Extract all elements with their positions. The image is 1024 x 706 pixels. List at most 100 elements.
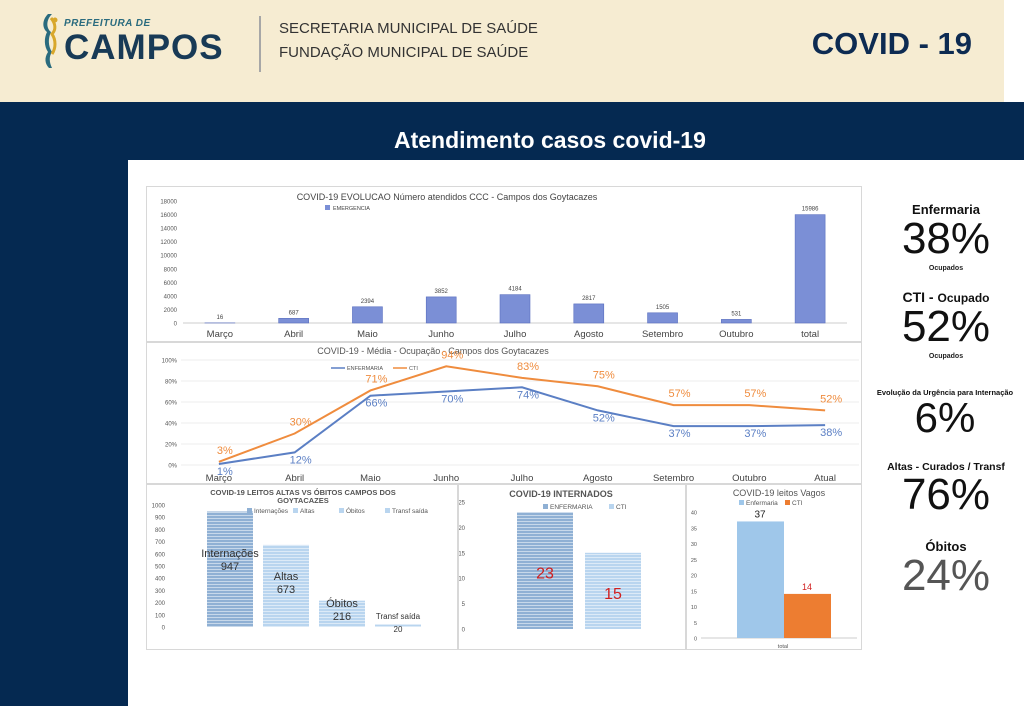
ocupacao-chart: COVID-19 - Média - Ocupação - Campos dos… xyxy=(146,342,862,484)
leitos-vagos-chart: COVID-19 leitos Vagos 0 5 10 15 20 25 30 35 40 37 E… xyxy=(686,484,862,650)
bar xyxy=(647,312,678,324)
legend-swatch xyxy=(785,500,790,505)
leitos-vagos-chart-svg: COVID-19 leitos Vagos 0 5 10 15 20 25 30 35 40 37 E… xyxy=(691,488,857,650)
x-tick-label: Atual xyxy=(814,473,836,484)
secretaria-line: SECRETARIA MUNICIPAL DE SAÚDE xyxy=(279,20,538,37)
bar-value-label: 216 xyxy=(333,611,351,623)
stat-cti-label-suffix: Ocupado xyxy=(937,291,990,305)
legend-swatch xyxy=(325,205,330,210)
y-axis-tick: 300 xyxy=(155,589,166,595)
bar xyxy=(207,511,253,627)
bar xyxy=(573,303,605,324)
bar-value-label: 2394 xyxy=(361,299,375,305)
y-axis-tick: 30 xyxy=(691,542,697,548)
data-label: 71% xyxy=(365,373,387,385)
y-axis-tick: 2000 xyxy=(164,308,178,314)
fundacao-line: FUNDAÇÃO MUNICIPAL DE SAÚDE xyxy=(279,44,529,61)
bar xyxy=(375,624,421,627)
stat-obitos: Óbitos 24% xyxy=(868,539,1024,598)
section-title: Atendimento casos covid-19 xyxy=(394,127,706,153)
data-label: 52% xyxy=(820,393,842,405)
bar xyxy=(278,318,309,324)
y-axis-tick: 700 xyxy=(155,540,166,546)
y-axis-tick: 800 xyxy=(155,528,166,534)
bar-value-label: 15986 xyxy=(802,207,819,213)
y-axis-tick: 20 xyxy=(459,526,466,532)
logo-name: CAMPOS xyxy=(64,28,224,67)
bar-category-label: Óbitos xyxy=(326,597,358,610)
y-axis-tick: 0 xyxy=(462,628,466,634)
legend-label: EMERGENCIA xyxy=(333,206,370,212)
y-axis-tick: 15 xyxy=(459,551,466,557)
y-axis-tick: 10 xyxy=(691,605,697,611)
evolucao-chart: COVID-19 EVOLUCAO Número atendidos CCC -… xyxy=(146,186,862,342)
y-axis-tick: 0 xyxy=(694,637,697,643)
x-tick-label: Abril xyxy=(285,473,304,484)
y-axis-tick: 500 xyxy=(155,565,166,571)
stat-enfermaria: Enfermaria 38% Ocupados xyxy=(868,202,1024,272)
x-tick-label: Agosto xyxy=(583,473,613,484)
bar xyxy=(784,593,831,638)
legend-swatch xyxy=(247,508,252,513)
stat-cti-label-row: CTI - Ocupado xyxy=(868,289,1024,305)
data-label: 30% xyxy=(290,417,312,429)
y-axis-tick: 15 xyxy=(691,589,697,595)
data-label: 3% xyxy=(217,445,233,457)
data-label: 1% xyxy=(217,466,233,478)
chart-title: COVID-19 INTERNADOS xyxy=(509,489,613,499)
legend-label: Enfermaria xyxy=(746,500,778,507)
data-label: 37% xyxy=(744,428,766,440)
x-tick-label: Março xyxy=(206,473,232,484)
y-axis-tick: 900 xyxy=(155,516,166,522)
legend-label: Altas xyxy=(300,508,315,515)
bar xyxy=(425,296,457,324)
y-axis-tick: 16000 xyxy=(160,213,177,219)
legend-swatch xyxy=(339,508,344,513)
bar-value-label: 23 xyxy=(536,566,554,583)
x-tick-label: Junho xyxy=(433,473,459,484)
y-axis-tick: 0% xyxy=(168,464,177,470)
y-axis-tick: 0 xyxy=(162,626,166,632)
legend-swatch xyxy=(385,508,390,513)
bar-value-label: 531 xyxy=(731,311,742,317)
chart-title: COVID-19 EVOLUCAO Número atendidos CCC -… xyxy=(297,192,598,202)
campos-logo-icon xyxy=(43,14,58,68)
y-axis-tick: 400 xyxy=(155,577,166,583)
header-edge xyxy=(1004,0,1024,102)
x-axis-label: total xyxy=(778,644,788,650)
y-axis-tick: 4000 xyxy=(164,294,178,300)
bar-value-label: 20 xyxy=(394,625,403,634)
data-label: 37% xyxy=(669,428,691,440)
stat-cti-value: 52% xyxy=(901,302,991,351)
bar xyxy=(721,319,752,324)
chart-title: COVID-19 leitos Vagos xyxy=(733,488,826,498)
bar xyxy=(352,306,383,324)
x-tick-label: total xyxy=(801,329,819,340)
bar xyxy=(585,552,641,629)
data-label: 52% xyxy=(593,412,615,424)
data-label: 57% xyxy=(669,388,691,400)
bar xyxy=(319,600,365,627)
x-tick-label: Maio xyxy=(360,473,381,484)
bar-value-label: 2817 xyxy=(582,296,596,302)
bar-value-label: 673 xyxy=(277,584,295,596)
y-axis-tick: 35 xyxy=(691,526,697,532)
x-tick-label: Julho xyxy=(511,473,534,484)
y-axis-tick: 18000 xyxy=(160,200,177,206)
x-tick-label: Outubro xyxy=(719,329,753,340)
x-tick-label: Setembro xyxy=(642,329,683,340)
legend-label: Óbitos xyxy=(346,506,366,515)
stat-evolucao: Evolução da Urgência para Internação 6% xyxy=(866,388,1024,439)
bar-value-label: 16 xyxy=(217,315,224,321)
stat-cti-sub: Ocupados xyxy=(928,353,964,360)
logo-subtitle: PREFEITURA DE xyxy=(64,18,151,29)
y-axis-tick: 60% xyxy=(165,401,178,407)
y-axis-tick: 200 xyxy=(155,601,166,607)
y-axis-tick: 25 xyxy=(459,501,466,507)
chart-title-line: COVID-19 LEITOS ALTAS VS ÓBITOS CAMPOS D… xyxy=(210,488,395,497)
y-axis-tick: 80% xyxy=(165,380,178,386)
legend-label: CTI xyxy=(409,366,418,372)
x-tick-label: Maio xyxy=(357,329,378,340)
bar-category-label: Transf saída xyxy=(376,612,421,621)
data-label: 12% xyxy=(290,454,312,466)
